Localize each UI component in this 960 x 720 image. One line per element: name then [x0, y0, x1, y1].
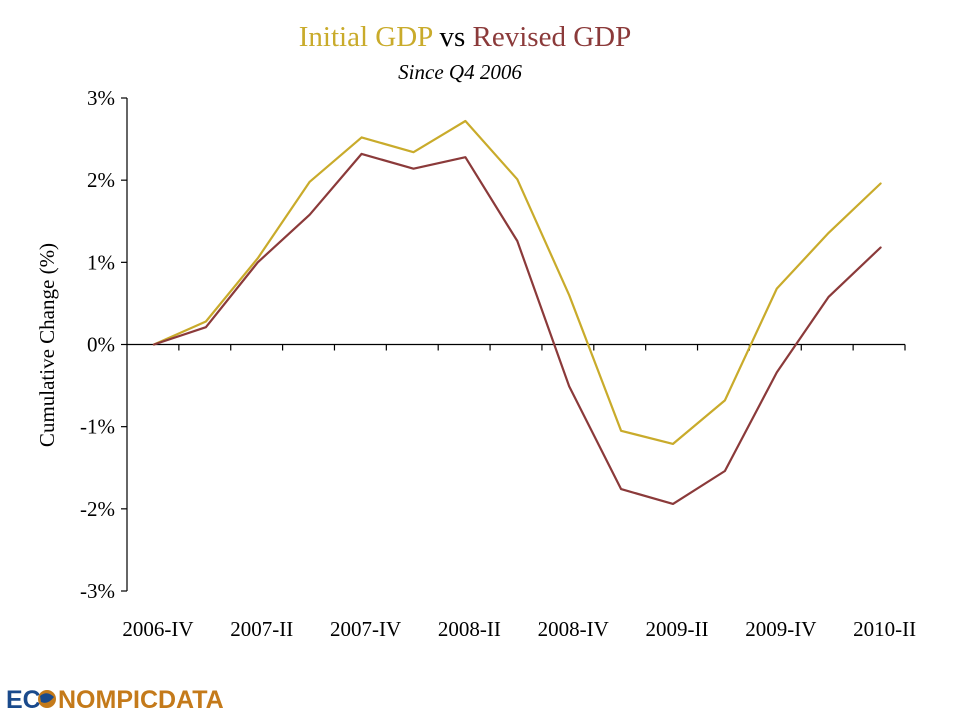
- chart-title: Initial GDP vs Revised GDP: [299, 21, 631, 53]
- x-tick-label: 2007-IV: [330, 617, 401, 641]
- logo-text-right: NOMPICDATA: [58, 686, 224, 714]
- logo-text-left: EC: [6, 686, 41, 714]
- x-tick-label: 2009-II: [646, 617, 709, 641]
- y-tick-label: 0%: [87, 333, 115, 357]
- x-tick-label: 2008-IV: [538, 617, 609, 641]
- series-revised-gdp-line: [152, 152, 882, 505]
- axes: 3% 2% 1% 0% -1% -2% -3% 2006-IV 2007-II 2007-IV 20…: [80, 86, 916, 641]
- y-axis-title: Cumulative Change (%): [35, 243, 59, 447]
- title-initial: Initial GDP: [299, 21, 432, 53]
- series-initial-gdp-line: [152, 119, 882, 445]
- x-tick-label: 2007-II: [230, 617, 293, 641]
- y-tick-label: 3%: [87, 86, 115, 110]
- x-tick-label: 2010-II: [853, 617, 916, 641]
- x-tick-label: 2006-IV: [122, 617, 193, 641]
- x-tick-label: 2009-IV: [745, 617, 816, 641]
- y-tick-label: -1%: [80, 415, 115, 439]
- chart-subtitle: Since Q4 2006: [398, 60, 522, 84]
- series-layer: [152, 119, 882, 505]
- y-tick-label: -3%: [80, 579, 115, 603]
- y-tick-label: -2%: [80, 497, 115, 521]
- y-tick-label: 2%: [87, 168, 115, 192]
- title-vs: vs: [432, 21, 472, 53]
- logo-globe-land-icon: [40, 693, 54, 703]
- x-tick-label: 2008-II: [438, 617, 501, 641]
- title-revised: Revised GDP: [473, 21, 632, 53]
- y-tick-label: 1%: [87, 250, 115, 274]
- econompicdata-logo: EC NOMPICDATA: [6, 686, 224, 714]
